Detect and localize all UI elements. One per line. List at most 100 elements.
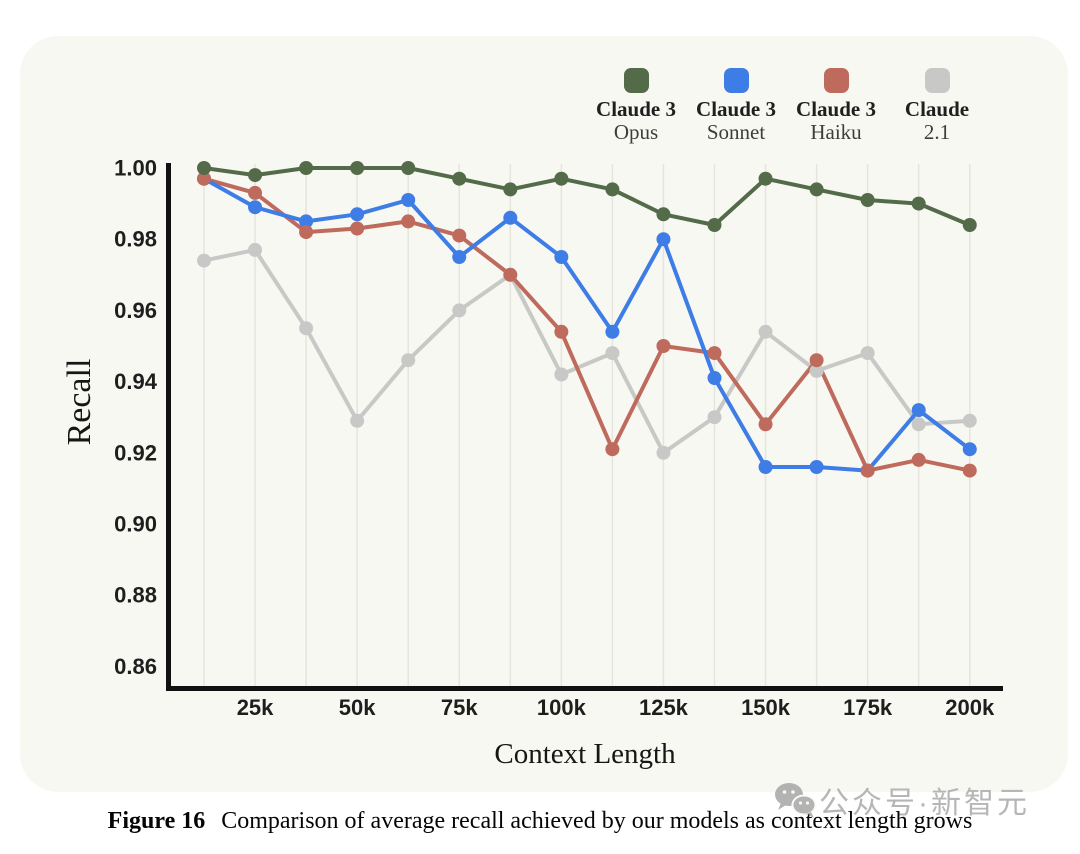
data-point-claude-2-1 — [401, 353, 416, 368]
data-point-claude-2-1 — [707, 410, 722, 425]
data-point-claude-3-sonnet — [554, 250, 569, 264]
series-line-claude-3-sonnet — [202, 176, 972, 473]
y-tick-label: 0.98 — [114, 227, 157, 252]
x-axis-title: Context Length — [494, 738, 676, 770]
legend-item-claude-2-1: Claude 2.1 — [885, 68, 989, 144]
y-tick-label: 1.00 — [114, 156, 157, 181]
legend-item-claude-3-haiku: Claude 3 Haiku — [784, 68, 888, 144]
data-point-claude-3-haiku — [707, 346, 722, 361]
x-tick-label: 125k — [639, 695, 689, 720]
legend-sublabel: Sonnet — [706, 120, 766, 144]
data-point-claude-2-1 — [809, 363, 824, 378]
data-point-claude-3-opus — [401, 161, 416, 175]
data-point-claude-3-opus — [452, 171, 467, 186]
x-tick-label: 175k — [843, 695, 893, 720]
legend-item-claude-3-sonnet: Claude 3 Sonnet — [684, 68, 788, 144]
data-point-claude-2-1 — [758, 324, 773, 339]
data-point-claude-3-sonnet — [503, 210, 518, 225]
legend-swatch-claude-2-1-icon — [924, 68, 950, 93]
x-tick-label: 100k — [537, 695, 587, 720]
data-point-claude-3-opus — [962, 218, 977, 232]
data-point-claude-2-1 — [452, 303, 467, 318]
data-point-claude-3-haiku — [554, 324, 569, 339]
legend-swatch-claude-3-haiku-icon — [823, 68, 849, 93]
data-point-claude-2-1 — [605, 346, 620, 361]
figure-number: Figure 16 — [107, 808, 206, 834]
data-point-claude-3-opus — [350, 161, 365, 175]
figure-caption: Figure 16 Comparison of average recall ac… — [0, 808, 1080, 835]
data-point-claude-3-sonnet — [911, 403, 926, 418]
data-point-claude-3-haiku — [758, 417, 773, 432]
data-point-claude-3-haiku — [248, 185, 263, 200]
x-tick-label: 150k — [741, 695, 791, 720]
legend-swatch-claude-3-sonnet-icon — [723, 68, 749, 93]
data-point-claude-3-opus — [656, 207, 671, 222]
data-point-claude-3-sonnet — [707, 371, 722, 385]
legend-label: Claude 3 — [796, 97, 876, 121]
data-point-claude-3-haiku — [809, 353, 824, 368]
data-point-claude-2-1 — [299, 321, 314, 336]
series-line-claude-3-opus — [202, 166, 972, 227]
data-point-claude-3-haiku — [452, 228, 467, 243]
data-point-claude-2-1 — [962, 413, 977, 428]
data-point-claude-2-1 — [248, 242, 263, 257]
legend-item-claude-3-opus: Claude 3 Opus — [584, 68, 688, 144]
y-tick-label: 0.96 — [114, 298, 157, 323]
legend-sublabel: Opus — [613, 120, 659, 144]
data-point-claude-3-sonnet — [605, 324, 620, 339]
series-line-claude-2-1 — [202, 247, 972, 455]
data-point-claude-3-haiku — [962, 463, 977, 478]
y-tick-label: 0.94 — [114, 369, 158, 394]
data-point-claude-3-haiku — [350, 221, 365, 236]
x-tick-label: 200k — [945, 695, 995, 720]
legend-label: Claude 3 — [596, 97, 676, 121]
data-point-claude-3-sonnet — [248, 200, 263, 215]
watermark-text: 公众号·新智元 — [819, 787, 1030, 820]
y-axis-title: Recall — [61, 358, 98, 446]
data-point-claude-3-opus — [299, 161, 314, 175]
data-point-claude-3-sonnet — [962, 442, 977, 457]
x-tick-label: 50k — [339, 695, 376, 720]
figure-caption-text: Comparison of average recall achieved by… — [221, 808, 973, 834]
y-tick-label: 0.88 — [114, 583, 157, 608]
data-point-claude-2-1 — [911, 417, 926, 432]
data-point-claude-2-1 — [350, 413, 365, 428]
data-point-claude-2-1 — [197, 253, 211, 268]
legend-swatch-claude-3-opus-icon — [623, 68, 649, 93]
data-point-claude-3-sonnet — [401, 193, 416, 207]
data-point-claude-3-haiku — [503, 267, 518, 282]
data-point-claude-3-haiku — [401, 214, 416, 229]
data-point-claude-3-haiku — [605, 442, 620, 457]
data-point-claude-3-sonnet — [452, 250, 467, 264]
data-point-claude-2-1 — [554, 367, 569, 382]
data-point-claude-3-opus — [248, 168, 263, 183]
y-tick-label: 0.92 — [114, 440, 157, 465]
data-point-claude-3-sonnet — [758, 460, 773, 474]
data-point-claude-3-opus — [758, 171, 773, 186]
data-point-claude-3-sonnet — [299, 214, 314, 229]
y-tick-label: 0.86 — [114, 654, 157, 679]
data-point-claude-3-opus — [860, 193, 875, 207]
data-point-claude-2-1 — [860, 346, 875, 361]
data-point-claude-3-opus — [809, 182, 824, 197]
wechat-icon — [775, 783, 817, 818]
watermark: 公众号·新智元 — [773, 778, 1030, 822]
data-point-claude-3-opus — [197, 161, 211, 175]
legend-label: Claude 3 — [696, 97, 776, 121]
data-point-claude-3-haiku — [656, 339, 671, 353]
data-point-claude-3-opus — [605, 182, 620, 197]
x-tick-label: 75k — [441, 695, 478, 720]
chart-card — [20, 36, 1068, 792]
data-point-claude-3-opus — [554, 171, 569, 186]
data-point-claude-3-haiku — [299, 225, 314, 240]
x-tick-label: 25k — [237, 695, 274, 720]
data-point-claude-2-1 — [656, 445, 671, 460]
data-point-claude-3-sonnet — [350, 207, 365, 222]
data-point-claude-3-opus — [503, 182, 518, 197]
legend-sublabel: Haiku — [810, 120, 862, 144]
data-point-claude-3-sonnet — [809, 460, 824, 474]
legend-label: Claude — [904, 97, 970, 121]
series-line-claude-3-haiku — [202, 176, 972, 473]
